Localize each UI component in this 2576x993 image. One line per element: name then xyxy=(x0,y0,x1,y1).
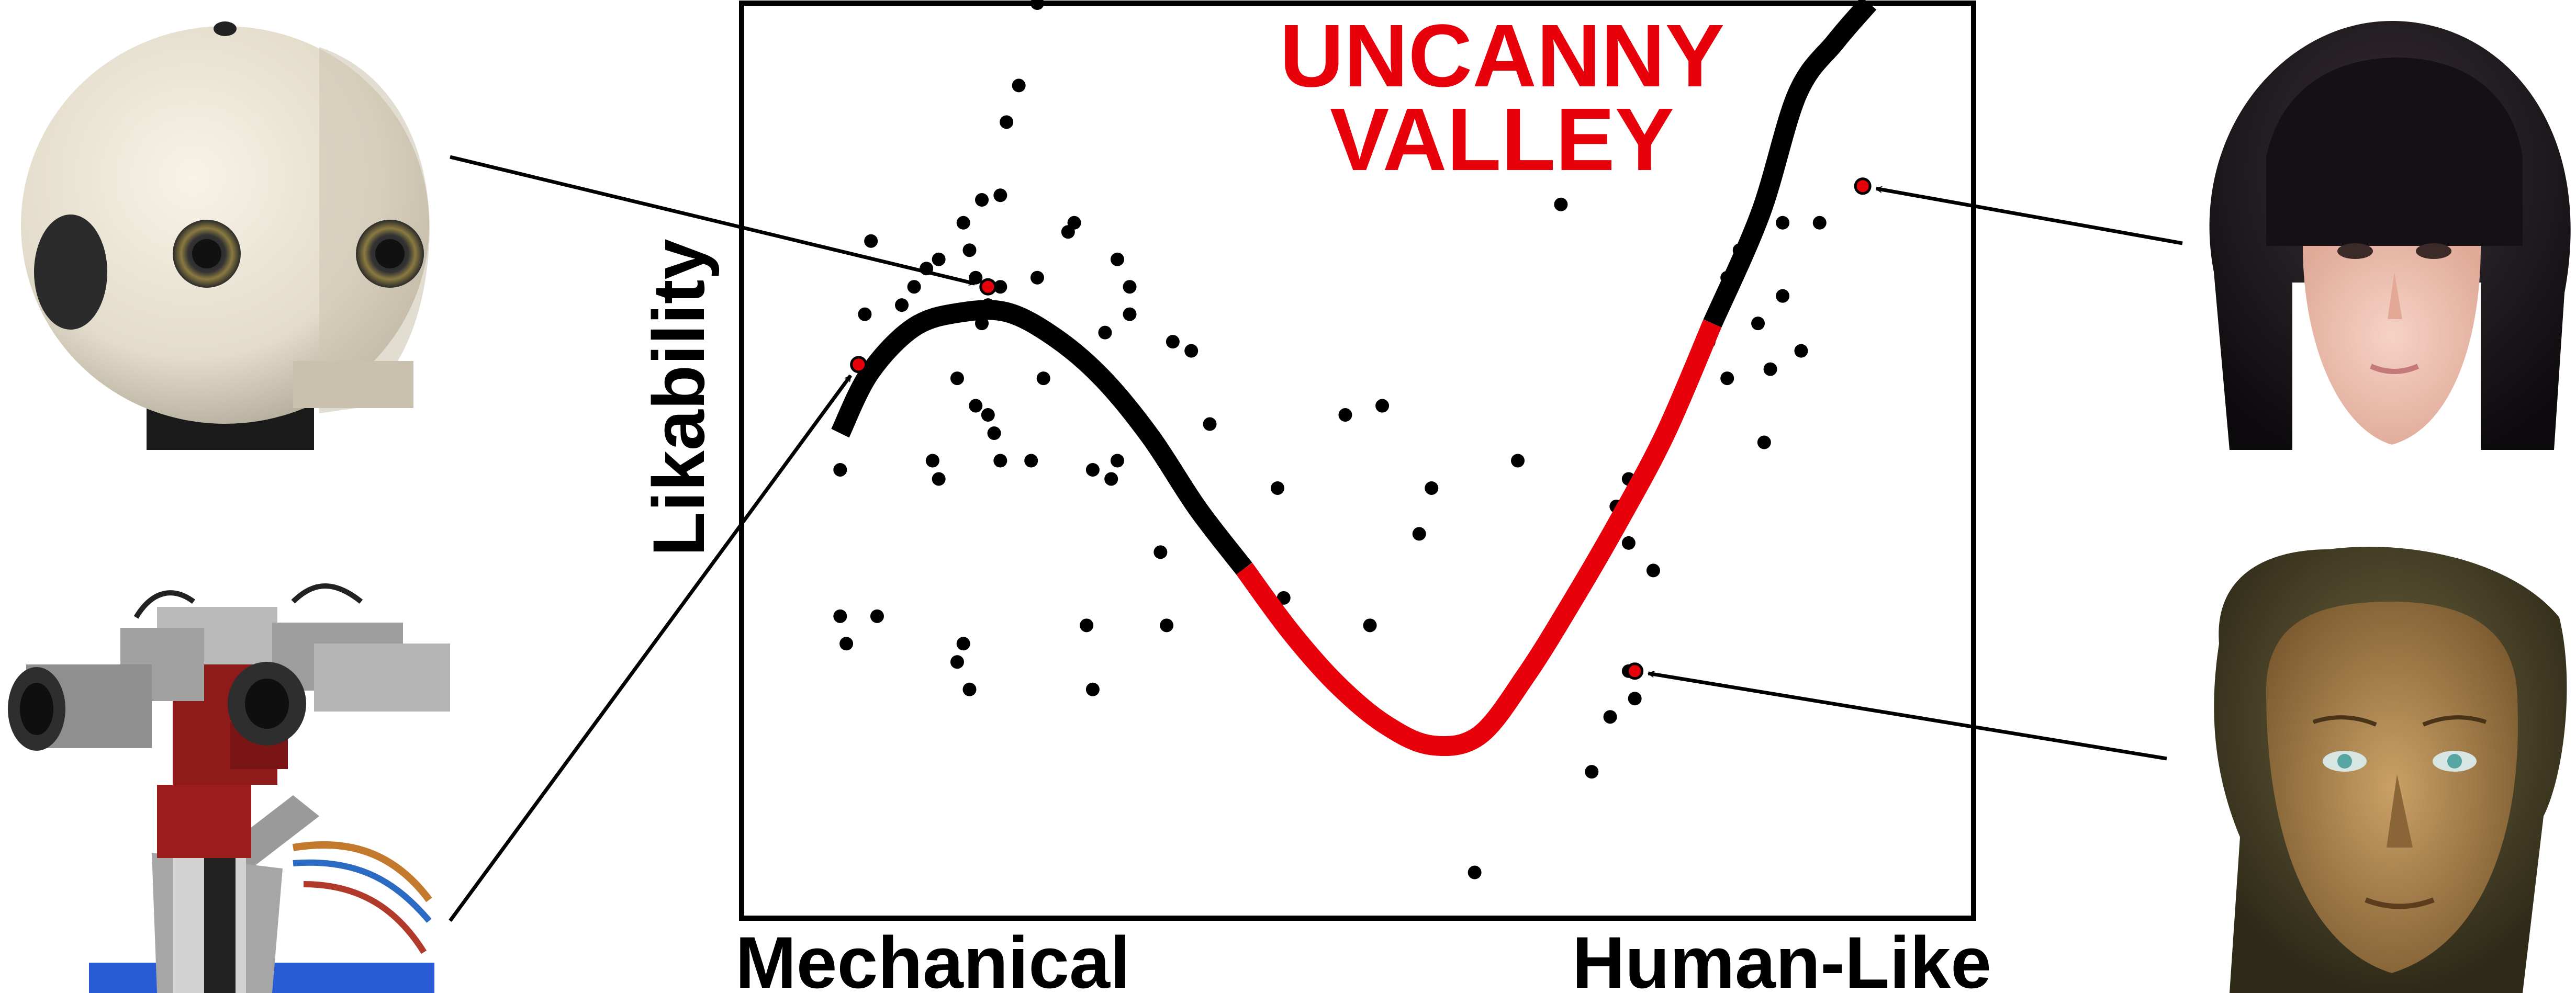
scatter-point xyxy=(839,637,854,651)
scatter-point xyxy=(975,193,989,207)
plot-frame xyxy=(739,1,1976,921)
scatter-point xyxy=(833,609,847,623)
scatter-point xyxy=(1812,216,1827,230)
scatter-point xyxy=(1763,362,1777,376)
curve-segment-valley xyxy=(1236,319,1722,757)
scatter-point xyxy=(1338,408,1352,422)
scatter-point xyxy=(932,252,946,266)
robot-stereo-camera-head xyxy=(8,583,450,993)
scatter-point xyxy=(1184,344,1199,358)
scatter-point xyxy=(1751,317,1765,331)
scatter-point xyxy=(1000,115,1014,129)
arrow-robot-stereo-camera-head xyxy=(449,374,853,922)
scatter-point xyxy=(1123,280,1137,294)
scatter-point xyxy=(1776,216,1790,230)
highlighted-point xyxy=(979,278,997,296)
scatter-point xyxy=(1776,289,1790,303)
y-axis-label: Likability xyxy=(637,239,720,556)
scatter-point xyxy=(950,371,964,386)
scatter-point xyxy=(981,408,995,422)
scatter-point xyxy=(1468,865,1482,879)
scatter-point xyxy=(1628,692,1642,706)
scatter-point xyxy=(1646,563,1660,578)
scatter-point xyxy=(1067,216,1081,230)
pointer-arrows xyxy=(449,155,2183,922)
scatter-point xyxy=(1085,682,1100,696)
scatter-point xyxy=(1160,618,1174,633)
scatter-point xyxy=(1720,371,1734,386)
scatter-point xyxy=(907,280,921,294)
scatter-point xyxy=(1425,481,1439,495)
scatter-point xyxy=(858,307,872,321)
scatter-point xyxy=(993,454,1007,468)
scatter-point xyxy=(895,298,909,312)
scatter-point xyxy=(1270,481,1284,495)
scatter-point xyxy=(950,655,964,669)
scatter-point xyxy=(993,280,1007,294)
scatter-point xyxy=(1030,0,1044,10)
scatter-point xyxy=(1203,417,1217,431)
scatter-point xyxy=(1585,765,1599,779)
annotation-uncanny: UNCANNY xyxy=(1280,6,1724,106)
scatter-point xyxy=(1104,472,1118,486)
android-face-realistic xyxy=(2209,21,2571,450)
highlighted-point xyxy=(1854,177,1872,195)
scatter-point xyxy=(962,243,977,257)
scatter-point xyxy=(1276,591,1291,605)
x-axis-label-right: Human-Like xyxy=(1572,921,1991,993)
scatter-point xyxy=(1030,270,1044,285)
scatter-point xyxy=(1794,344,1808,358)
arrow-android-face-uncanny xyxy=(1648,673,2167,761)
scatter-point xyxy=(1153,545,1168,559)
scatter-point xyxy=(962,682,977,696)
scatter-point xyxy=(1375,399,1390,413)
scatter-point xyxy=(1621,536,1636,550)
scatter-point xyxy=(1757,435,1771,449)
scatter-point xyxy=(1110,454,1124,468)
scatter-point xyxy=(1511,454,1525,468)
scatter-point xyxy=(956,216,970,230)
scatter-point xyxy=(993,188,1007,202)
scatter-point xyxy=(1554,197,1568,211)
highlighted-point xyxy=(850,356,868,374)
scatter-point xyxy=(1024,454,1038,468)
scatter-point xyxy=(969,399,983,413)
scatter-point xyxy=(1166,335,1180,349)
android-face-uncanny xyxy=(2214,547,2567,993)
scatter-point xyxy=(1123,307,1137,321)
annotation-valley: VALLEY xyxy=(1330,90,1674,189)
curve-segment-recovery xyxy=(1703,0,1877,328)
scatter-point xyxy=(1110,252,1124,266)
robot-head-white-sphere xyxy=(21,21,430,450)
scatter-point xyxy=(1080,618,1094,633)
likability-curve xyxy=(831,0,1877,757)
scatter-point xyxy=(1036,371,1050,386)
scatter-point xyxy=(864,234,878,248)
scatter-point xyxy=(932,472,946,486)
scatter-point xyxy=(956,637,970,651)
scatter-point xyxy=(1363,618,1377,633)
scatter-point xyxy=(1085,462,1100,477)
highlighted-points xyxy=(850,177,1872,680)
scatter-point xyxy=(1098,325,1112,340)
scatter-point xyxy=(1412,527,1426,541)
scatter-point xyxy=(870,609,884,623)
scatter-point xyxy=(1012,78,1026,93)
scatter-point xyxy=(925,454,939,468)
arrow-robot-head-white-sphere xyxy=(450,155,975,284)
highlighted-point xyxy=(1626,662,1644,680)
scatter-point xyxy=(833,462,847,477)
scatter-point xyxy=(1603,710,1617,724)
arrow-android-face-realistic xyxy=(1876,188,2183,245)
curve-segment-rising xyxy=(831,300,1252,575)
scatter-point xyxy=(987,426,1001,441)
x-axis-label-left: Mechanical xyxy=(735,921,1130,993)
